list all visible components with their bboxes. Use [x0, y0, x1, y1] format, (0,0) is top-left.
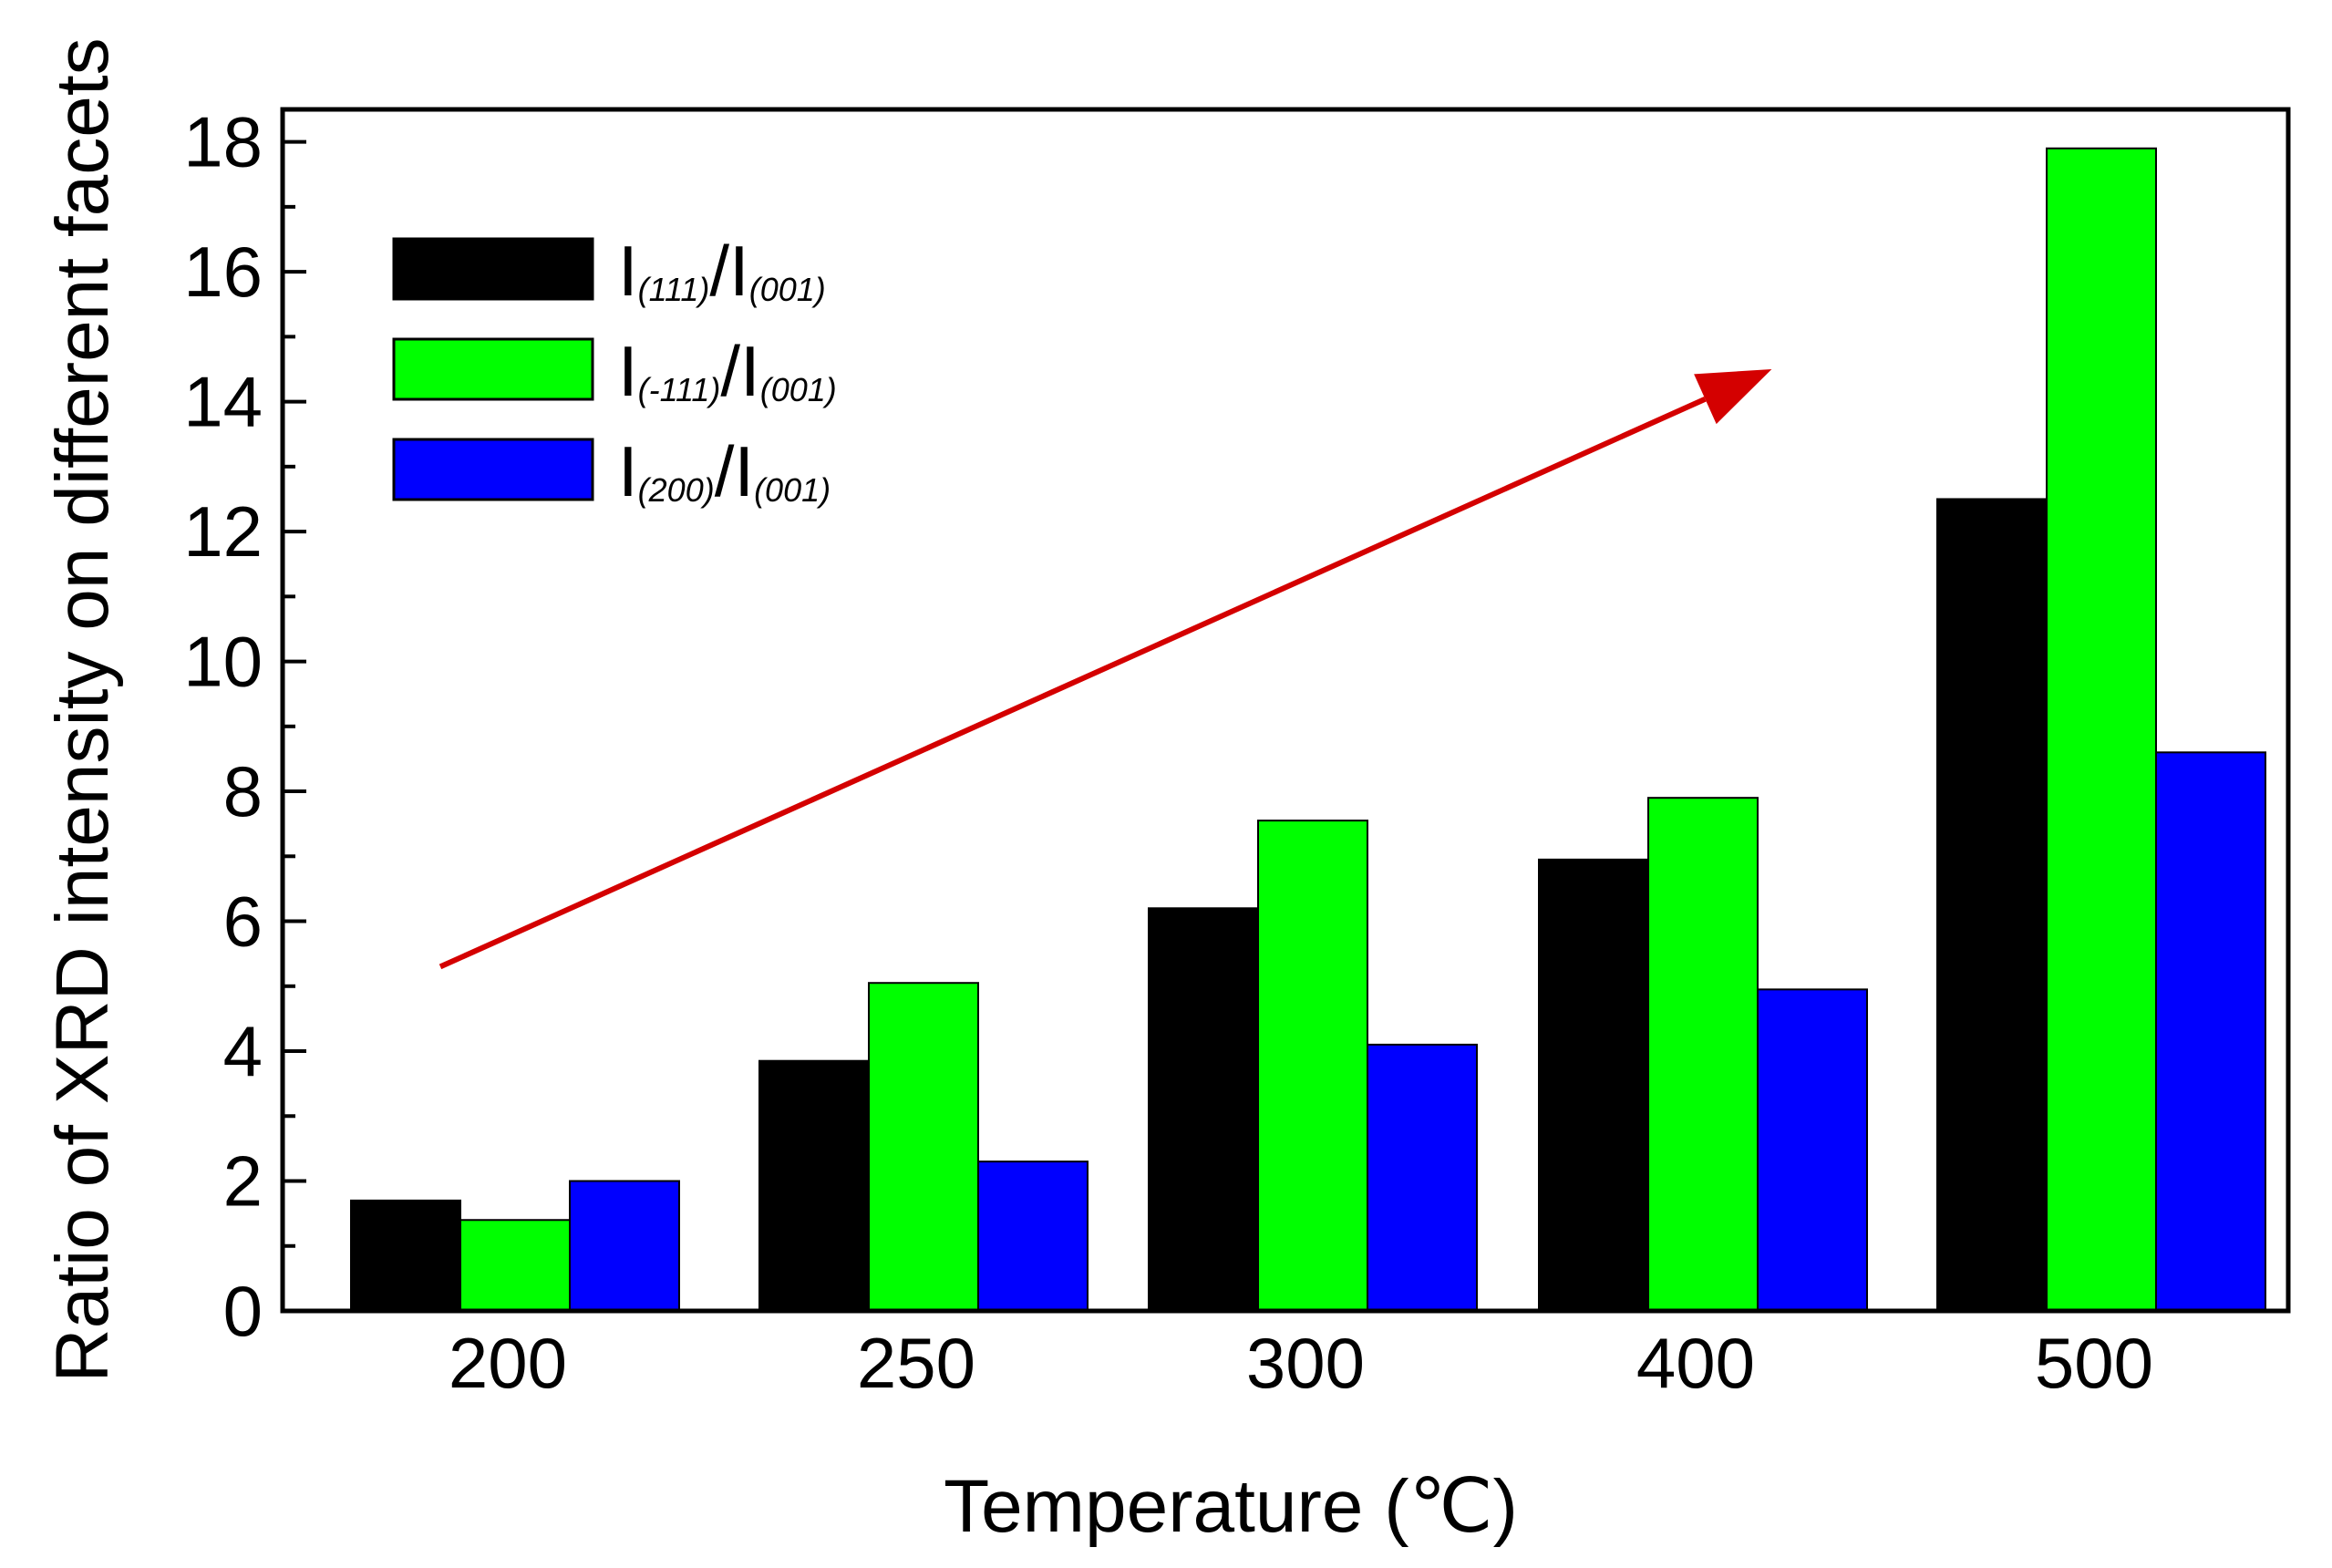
bar-3-250	[977, 1161, 1089, 1312]
bar-3-500	[2155, 751, 2266, 1312]
y-tick-label: 0	[223, 1271, 263, 1351]
x-tick-label-300: 300	[1246, 1323, 1365, 1403]
y-tick-label: 4	[223, 1011, 263, 1091]
bar-2-200	[459, 1219, 571, 1312]
legend: I(111)/I(001) I(-111)/I(001) I(200)/I(001)	[392, 231, 837, 511]
bar-3-200	[569, 1180, 680, 1313]
x-axis-title: Temperature (℃)	[944, 1465, 1518, 1548]
y-tick-label: 6	[223, 882, 263, 962]
trend-arrow-head	[1694, 368, 1772, 425]
y-axis-title: Ratio of XRD intensity on different face…	[41, 37, 124, 1382]
bar-3-400	[1757, 988, 1868, 1312]
y-tick-label: 12	[183, 491, 263, 572]
bar-3-300	[1367, 1043, 1478, 1312]
plot-frame	[280, 107, 2291, 1314]
bar-1-300	[1148, 907, 1259, 1312]
bar-1-400	[1538, 858, 1649, 1312]
legend-swatch-3	[392, 438, 594, 501]
y-tick-label: 10	[183, 622, 263, 702]
y-tick-label: 8	[223, 751, 263, 831]
bar-1-500	[1936, 498, 2048, 1312]
legend-swatch-2	[392, 337, 594, 401]
x-tick-label-250: 250	[857, 1323, 975, 1403]
x-axis: 200 250 300 400 500	[449, 1323, 2153, 1403]
bar-2-500	[2046, 147, 2157, 1312]
x-tick-label-200: 200	[449, 1323, 567, 1403]
bar-2-300	[1257, 820, 1368, 1312]
trend-arrow-shaft	[439, 396, 1707, 970]
bar-1-200	[350, 1199, 461, 1312]
bar-2-250	[868, 982, 979, 1313]
legend-swatch-1	[392, 237, 594, 301]
legend-label-1: I(111)/I(001)	[618, 231, 826, 311]
x-tick-label-400: 400	[1636, 1323, 1755, 1403]
legend-label-3: I(200)/I(001)	[618, 431, 831, 511]
y-tick-label: 2	[223, 1141, 263, 1222]
bar-1-250	[758, 1059, 870, 1312]
legend-label-2: I(-111)/I(001)	[618, 331, 837, 411]
y-axis: 0 2 4 6 8 10 12 14 16 18	[183, 102, 306, 1351]
y-tick-label: 18	[183, 102, 263, 182]
y-tick-label: 16	[183, 232, 263, 312]
x-tick-label-500: 500	[2035, 1323, 2153, 1403]
y-tick-label: 14	[183, 362, 263, 442]
annotations-group	[439, 368, 1772, 970]
bars-group	[350, 147, 2266, 1313]
bar-2-400	[1647, 797, 1759, 1312]
